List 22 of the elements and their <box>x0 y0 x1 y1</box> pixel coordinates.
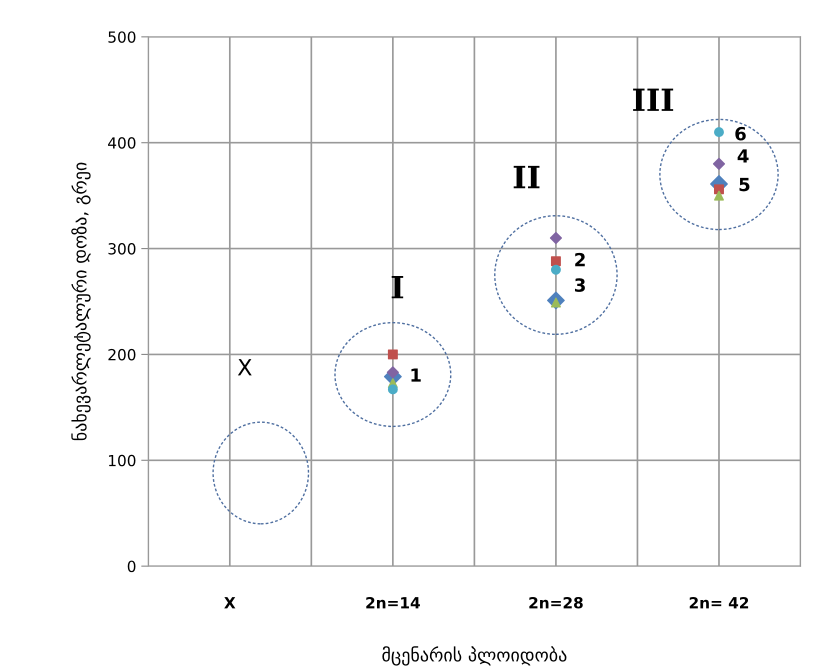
annotation: I <box>392 276 404 298</box>
annotation: 5 <box>740 178 750 192</box>
y-tick-label: 100 <box>108 454 136 466</box>
y-tick-label: 200 <box>108 348 136 360</box>
y-axis-title: ნახევარლეტალური დოზა, გრეი <box>71 162 91 440</box>
y-tick-label: 500 <box>108 31 136 43</box>
x-tick-label: X <box>224 597 236 608</box>
annotation: 3 <box>574 278 585 292</box>
annotation: 2 <box>575 252 585 266</box>
annotation: II <box>514 166 540 188</box>
annotation: 1 <box>411 368 421 382</box>
y-tick-label: 0 <box>128 560 136 572</box>
x-tick-label: 2n=28 <box>529 596 583 609</box>
annotation: X <box>238 359 252 376</box>
x-axis-title: მცენარის პლოიდობა <box>382 646 566 666</box>
annotation: 6 <box>735 126 746 141</box>
y-tick-label: 300 <box>108 243 136 255</box>
y-tick-label: 400 <box>108 137 136 149</box>
annotation: III <box>633 88 674 111</box>
x-tick-label: 2n= 42 <box>690 596 748 608</box>
x-tick-label: 2n=14 <box>366 596 420 608</box>
annotation: 4 <box>738 149 749 163</box>
